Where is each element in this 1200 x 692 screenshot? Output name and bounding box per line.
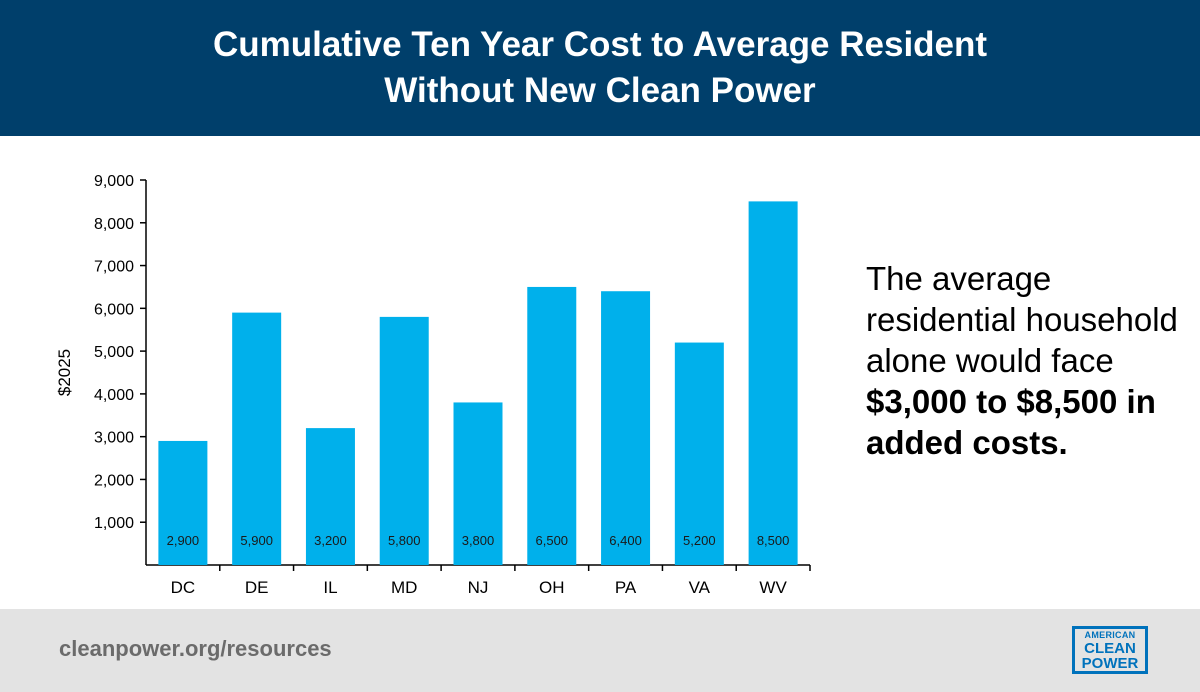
logo-text-clean: CLEAN [1084,639,1136,657]
y-tick-label: 3,000 [94,430,134,447]
y-tick-label: 1,000 [94,515,134,532]
x-tick-label: DC [171,578,196,597]
bar-chart-svg: 1,000 2,000 3,000 4,000 5,000 6,000 7,000 8,000… [55,173,811,597]
callout-body: The average residential household alone … [866,260,1178,379]
x-tick-label: WV [759,578,787,597]
bar-oh [527,286,577,565]
footer: cleanpower.org/resources [0,609,1200,692]
x-tick-label: PA [615,578,637,597]
bar-value-label: 3,800 [462,533,495,548]
bar-pa [601,291,651,565]
callout-text: The average residential household alone … [866,258,1186,463]
american-clean-power-logo: AMERICAN CLEAN POWER [1072,626,1148,674]
x-tick-label: MD [391,578,417,597]
bar-chart: 1,000 2,000 3,000 4,000 5,000 6,000 7,000 8,000… [40,160,830,600]
x-tick-label: VA [689,578,711,597]
bar-nj [453,402,503,565]
footer-url-link[interactable]: cleanpower.org/resources [59,636,332,661]
callout-highlight: $3,000 to $8,500 in added costs. [866,383,1156,461]
y-tick-label: 2,000 [94,472,134,489]
bar-il [305,428,355,565]
logo-text-american: AMERICAN [1084,629,1136,640]
header-banner: Cumulative Ten Year Cost to Average Resi… [0,0,1200,136]
y-tick-label: 4,000 [94,387,134,404]
bar-value-label: 3,200 [314,533,347,548]
y-tick-label: 6,000 [94,301,134,318]
x-tick-label: DE [245,578,269,597]
bar-md [379,316,429,565]
bar-wv [748,201,798,565]
bar-de [232,312,282,565]
x-tick-label: NJ [468,578,489,597]
bar-value-label: 5,800 [388,533,421,548]
bar-value-label: 5,900 [240,533,273,548]
x-tick-label: IL [323,578,337,597]
bar-value-label: 8,500 [757,533,790,548]
y-tick-label: 5,000 [94,344,134,361]
bar-value-label: 6,500 [536,533,569,548]
y-tick-label: 9,000 [94,173,134,190]
y-axis-title: $2025 [55,349,74,396]
bar-va [674,342,724,565]
y-tick-label: 8,000 [94,216,134,233]
bar-value-label: 5,200 [683,533,716,548]
bar-value-label: 6,400 [609,533,642,548]
y-tick-label: 7,000 [94,259,134,276]
page-title: Cumulative Ten Year Cost to Average Resi… [212,25,988,110]
bar-value-label: 2,900 [167,533,200,548]
logo-text-power: POWER [1081,654,1139,672]
bar-dc [158,440,208,565]
x-tick-label: OH [539,578,565,597]
